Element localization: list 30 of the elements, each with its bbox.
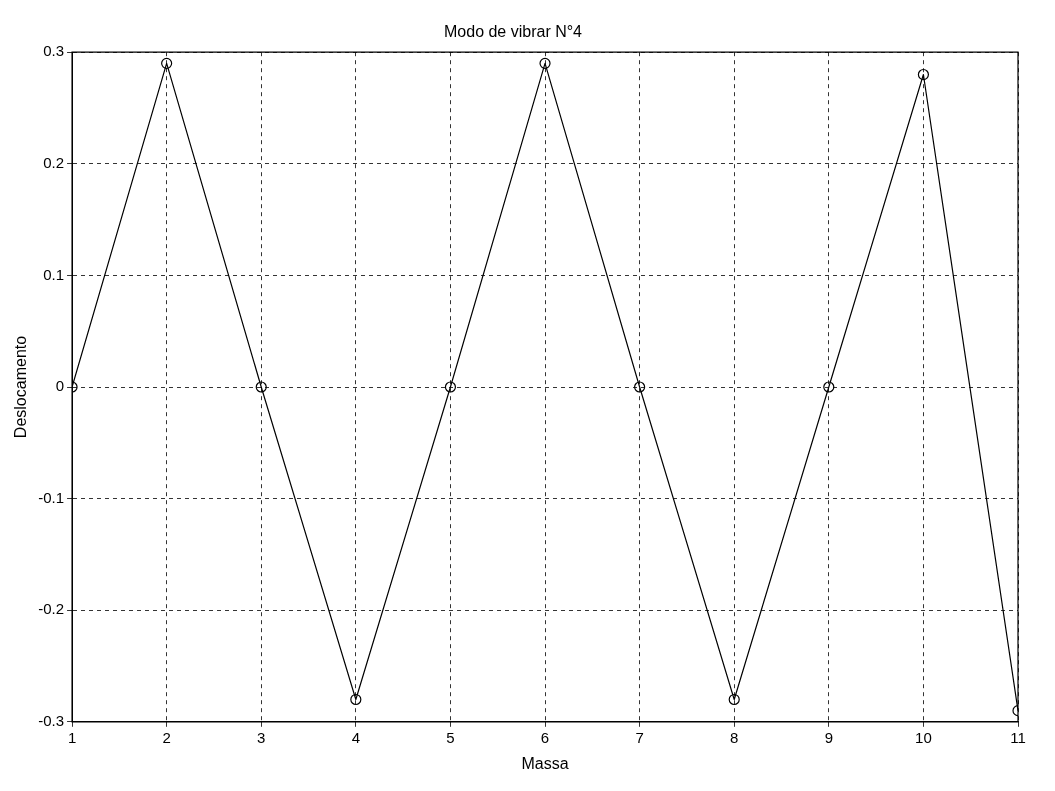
x-tick-label: 4 <box>351 728 360 746</box>
point <box>634 381 646 393</box>
x-axis-title: Massa <box>521 754 569 772</box>
point <box>350 693 362 706</box>
x-tick-label: 5 <box>446 728 455 746</box>
x-tick-label: 7 <box>635 728 644 746</box>
y-axis-title: Deslocamento <box>12 335 30 439</box>
x-tick-label: 9 <box>824 728 833 746</box>
x-tick-label: 1 <box>67 728 77 746</box>
point <box>823 381 835 393</box>
y-tick-label: -0.1 <box>38 488 65 506</box>
y-tick-label: -0.2 <box>38 600 65 618</box>
point <box>255 381 267 393</box>
x-tick-label: 11 <box>1010 728 1026 746</box>
y-tick-label: 0.3 <box>43 42 65 60</box>
x-tick-label: 2 <box>162 728 171 746</box>
chart-title: Modo de vibrar N°4 <box>443 23 583 41</box>
y-tick-label: 0.2 <box>43 153 65 171</box>
y-tick-label: 0.1 <box>43 265 65 283</box>
y-tick-label: 0 <box>55 377 65 395</box>
x-tick-label: 6 <box>540 728 550 746</box>
x-tick-label: 3 <box>257 728 266 746</box>
point <box>444 381 457 393</box>
x-tick-label: 8 <box>730 728 739 746</box>
point <box>539 57 551 69</box>
point <box>917 68 930 81</box>
point <box>161 57 173 69</box>
point <box>728 693 740 706</box>
x-tick-label: 10 <box>915 728 932 746</box>
y-tick-label: -0.3 <box>38 711 65 729</box>
